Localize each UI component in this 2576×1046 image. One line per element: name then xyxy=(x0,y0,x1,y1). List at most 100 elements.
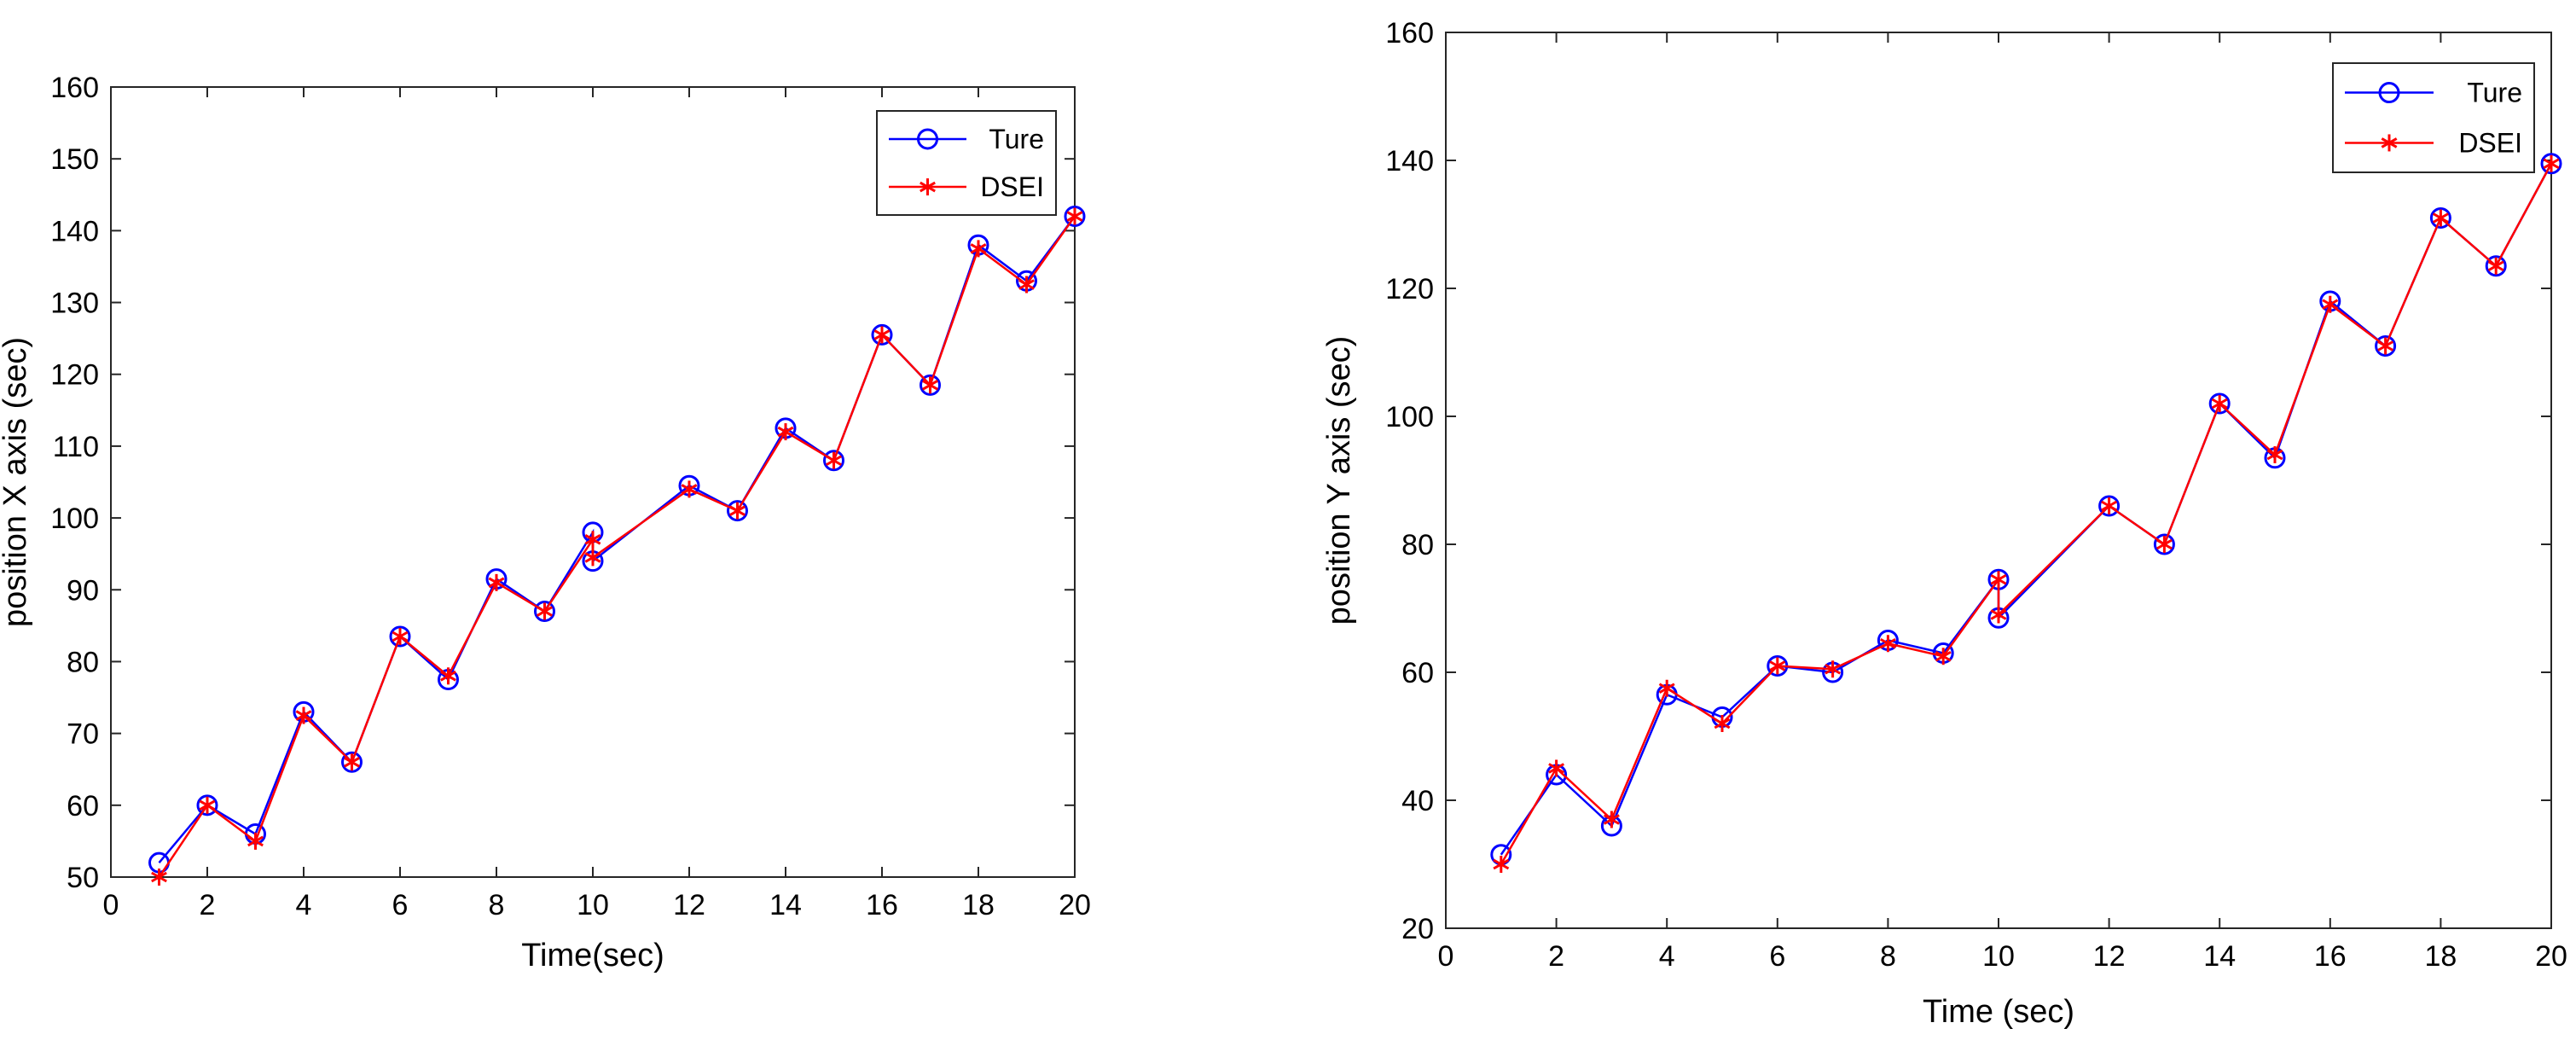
data-point-asterisk xyxy=(2155,536,2173,553)
data-point-asterisk xyxy=(344,753,360,771)
data-point-circle xyxy=(2153,533,2175,555)
series-dsei xyxy=(151,207,1083,886)
series-line xyxy=(1500,163,2553,865)
data-point-circle xyxy=(196,794,218,816)
data-point-asterisk xyxy=(2543,154,2560,172)
data-point-asterisk xyxy=(199,796,216,814)
data-point-circle xyxy=(871,323,893,346)
y-tick-label: 100 xyxy=(1385,401,1434,433)
data-point-asterisk xyxy=(440,667,456,685)
data-point-asterisk xyxy=(1935,648,1952,665)
legend-marker-asterisk xyxy=(920,178,936,196)
x-tick-label: 4 xyxy=(1659,940,1675,973)
data-point-asterisk xyxy=(2432,209,2449,227)
y-tick-label: 70 xyxy=(67,718,99,751)
legend: Ture DSEI xyxy=(876,110,1057,216)
legend-label: Ture xyxy=(989,124,1044,154)
x-tick-label: 20 xyxy=(2535,940,2567,973)
data-point-asterisk xyxy=(2377,337,2394,355)
data-point-asterisk xyxy=(1018,276,1035,293)
x-tick-label: 12 xyxy=(2093,940,2126,973)
data-point-circle xyxy=(2540,153,2562,175)
data-point-asterisk xyxy=(2211,395,2228,412)
x-tick-label: 6 xyxy=(1769,940,1785,973)
x-tick-label: 20 xyxy=(1059,889,1091,921)
x-tick-label: 16 xyxy=(866,889,898,921)
x-tick-label: 18 xyxy=(2424,940,2457,973)
x-tick-label: 0 xyxy=(1438,940,1454,973)
data-point-asterisk xyxy=(247,832,264,850)
data-point-asterisk xyxy=(151,869,167,886)
data-point-circle xyxy=(2375,335,2397,357)
y-tick-label: 20 xyxy=(1401,913,1434,945)
y-tick-label: 100 xyxy=(50,503,99,535)
data-point-asterisk xyxy=(537,602,553,620)
y-tick-label: 140 xyxy=(1385,145,1434,177)
data-point-asterisk xyxy=(826,451,842,469)
data-point-asterisk xyxy=(681,480,698,498)
data-point-asterisk xyxy=(2487,257,2504,275)
y-tick-label: 120 xyxy=(50,359,99,392)
data-point-circle xyxy=(2208,392,2231,415)
y-tick-label: 80 xyxy=(1401,529,1434,561)
data-point-asterisk xyxy=(1548,759,1565,777)
series-dsei xyxy=(1493,154,2560,873)
data-point-asterisk xyxy=(2322,295,2339,313)
y-tick-label: 60 xyxy=(1401,657,1434,689)
data-point-asterisk xyxy=(1825,660,1842,678)
x-tick-label: 2 xyxy=(1548,940,1564,973)
plot-area-box xyxy=(1445,32,2552,929)
x-tick-label: 16 xyxy=(2314,940,2347,973)
y-tick-label: 60 xyxy=(67,790,99,822)
data-point-asterisk xyxy=(729,502,746,520)
x-tick-label: 4 xyxy=(296,889,312,921)
data-point-asterisk xyxy=(922,376,938,394)
x-tick-label: 0 xyxy=(103,889,119,921)
data-point-asterisk xyxy=(1658,679,1675,697)
data-point-circle xyxy=(389,625,411,648)
data-point-circle xyxy=(823,450,844,472)
legend-label: Ture xyxy=(2467,78,2522,108)
y-tick-label: 50 xyxy=(67,862,99,894)
data-point-asterisk xyxy=(1603,811,1620,828)
y-tick-label: 110 xyxy=(53,431,99,463)
data-point-asterisk xyxy=(873,326,891,344)
data-point-asterisk xyxy=(2266,446,2283,463)
data-point-asterisk xyxy=(295,706,312,724)
y-tick-label: 90 xyxy=(67,574,99,607)
plot-area-box xyxy=(110,86,1076,878)
data-point-circle xyxy=(2098,495,2121,517)
legend-label: DSEI xyxy=(980,171,1044,202)
data-point-circle xyxy=(920,374,941,396)
data-point-asterisk xyxy=(2101,497,2118,514)
x-tick-label: 12 xyxy=(673,889,705,921)
legend: Ture DSEI xyxy=(2332,62,2535,173)
data-point-circle xyxy=(341,751,363,773)
y-tick-label: 80 xyxy=(67,646,99,678)
x-tick-label: 18 xyxy=(962,889,995,921)
data-point-circle xyxy=(1064,206,1086,228)
legend-label: DSEI xyxy=(2458,127,2522,158)
x-tick-label: 14 xyxy=(2203,940,2236,973)
x-tick-label: 8 xyxy=(1880,940,1896,973)
y-tick-label: 160 xyxy=(1385,17,1434,49)
y-axis-label: position X axis (sec) xyxy=(0,337,33,627)
legend-box xyxy=(2332,62,2535,173)
x-tick-label: 2 xyxy=(200,889,216,921)
data-point-asterisk xyxy=(1493,856,1510,873)
data-point-asterisk xyxy=(488,573,505,591)
series-line xyxy=(158,215,1076,878)
y-tick-label: 150 xyxy=(50,143,99,176)
data-point-circle xyxy=(534,601,555,623)
chart-position-x: 0 2 4 6 8 10 12 14 16 18 20 50 60 70 80 90 100 110 120 130 1… xyxy=(0,72,1091,973)
data-point-asterisk xyxy=(1769,657,1786,675)
y-axis-label: position Y axis (sec) xyxy=(1321,336,1357,625)
data-point-asterisk xyxy=(584,531,601,549)
legend-box xyxy=(876,110,1057,216)
data-point-circle xyxy=(2429,207,2451,229)
x-tick-label: 10 xyxy=(1982,940,2015,973)
data-point-circle xyxy=(2485,255,2507,277)
data-point-circle xyxy=(727,500,748,522)
data-point-asterisk xyxy=(1990,606,2007,624)
